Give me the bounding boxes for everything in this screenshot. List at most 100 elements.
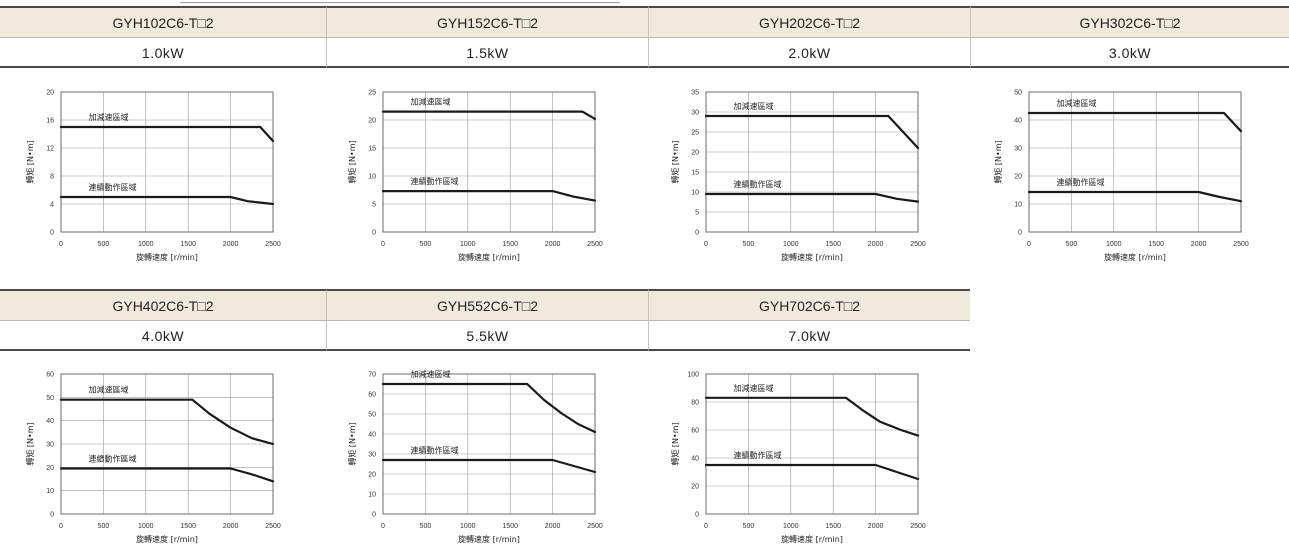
y-tick-label: 50: [368, 412, 376, 419]
x-tick-label: 2500: [587, 241, 603, 248]
y-tick-label: 0: [372, 230, 376, 237]
x-tick-label: 1000: [783, 523, 799, 530]
y-tick-label: 40: [368, 432, 376, 439]
x-tick-label: 2000: [868, 241, 884, 248]
x-tick-label: 1500: [502, 523, 518, 530]
x-tick-label: 500: [420, 241, 432, 248]
accel-region-curve: [1027, 111, 1243, 133]
power-cell: 5.5kW: [326, 320, 648, 351]
y-axis-label: 轉矩 [N•m]: [670, 140, 680, 183]
spec-table-row-2: GYH402C6-T□2 GYH552C6-T□2 GYH702C6-T□2 4…: [0, 289, 970, 351]
y-tick-label: 60: [368, 392, 376, 399]
y-tick-label: 4: [50, 202, 54, 209]
plot-frame: [705, 91, 919, 233]
torque-chart-6: 0 10 20 30 40 50 60 70 0 500 1000 1500 2000 2500 旋轉速度 …: [337, 364, 657, 559]
accel-region-curve: [381, 382, 597, 434]
plot-frame: [705, 373, 919, 515]
power-row: 4.0kW 5.5kW 7.0kW: [0, 320, 970, 351]
y-tick-label: 60: [691, 428, 699, 435]
continuous-region-label: 連續動作區域: [89, 182, 137, 192]
x-tick-label: 500: [1066, 241, 1078, 248]
y-tick-label: 0: [372, 512, 376, 519]
y-tick-label: 100: [687, 372, 699, 379]
torque-chart-svg: 0 10 20 30 40 50 60 0 500 1000 1500 2000 2500 旋轉速度 [r…: [25, 372, 281, 545]
continuous-region-label: 連續動作區域: [1057, 177, 1105, 187]
y-axis-label: 轉矩 [N•m]: [993, 140, 1003, 183]
y-tick-label: 30: [1014, 146, 1022, 153]
y-tick-label: 0: [1018, 230, 1022, 237]
x-tick-label: 0: [59, 523, 63, 530]
x-tick-label: 0: [1027, 241, 1031, 248]
plot-frame: [1028, 91, 1242, 233]
x-tick-label: 1000: [783, 241, 799, 248]
y-tick-label: 70: [368, 372, 376, 379]
continuous-region-label: 連續動作區域: [734, 179, 782, 189]
continuous-region-curve: [59, 467, 275, 483]
x-tick-label: 0: [704, 523, 708, 530]
y-tick-label: 15: [691, 170, 699, 177]
model-cell: GYH702C6-T□2: [648, 289, 970, 320]
y-tick-label: 0: [695, 512, 699, 519]
x-tick-label: 2000: [868, 523, 884, 530]
y-axis-label: 轉矩 [N•m]: [347, 140, 357, 183]
power-cell: 4.0kW: [0, 320, 326, 351]
x-tick-label: 2000: [223, 241, 239, 248]
power-cell: 7.0kW: [648, 320, 970, 351]
model-cell: GYH302C6-T□2: [970, 6, 1289, 37]
continuous-region-curve: [704, 463, 920, 481]
y-tick-label: 10: [46, 488, 54, 495]
accel-region-curve: [381, 110, 597, 120]
y-tick-label: 10: [1014, 202, 1022, 209]
x-axis-label: 旋轉速度 [r/min]: [458, 534, 520, 544]
x-tick-label: 500: [743, 241, 755, 248]
accel-region-curve: [704, 114, 920, 150]
torque-chart-7: 0 20 40 60 80 100 0 500 1000 1500 2000 2500 旋轉速度 [r/…: [660, 364, 980, 559]
x-tick-label: 1000: [460, 241, 476, 248]
x-tick-label: 2000: [545, 523, 561, 530]
y-tick-label: 5: [372, 202, 376, 209]
x-axis-label: 旋轉速度 [r/min]: [136, 534, 198, 544]
y-tick-label: 20: [691, 150, 699, 157]
torque-chart-svg: 0 4 8 12 16 20 0 500 1000 1500 2000 2500 旋轉速度 [r/min…: [25, 90, 281, 263]
torque-chart-1: 0 4 8 12 16 20 0 500 1000 1500 2000 2500 旋轉速度 [r/min…: [15, 82, 335, 277]
x-tick-label: 1500: [825, 241, 841, 248]
continuous-region-label: 連續動作區域: [411, 176, 459, 186]
accel-region-curve: [704, 396, 920, 437]
cropped-caption-edge: [0, 0, 1289, 6]
x-axis-label: 旋轉速度 [r/min]: [781, 252, 843, 262]
y-tick-label: 50: [1014, 90, 1022, 97]
y-tick-label: 5: [695, 210, 699, 217]
x-tick-label: 1500: [502, 241, 518, 248]
y-axis-label: 轉矩 [N•m]: [347, 422, 357, 465]
accel-region-label: 加減速區域: [411, 97, 451, 107]
model-cell: GYH202C6-T□2: [648, 6, 970, 37]
torque-chart-svg: 0 10 20 30 40 50 60 70 0 500 1000 1500 2000 2500 旋轉速度 …: [347, 369, 603, 544]
x-tick-label: 1500: [825, 523, 841, 530]
y-axis-label: 轉矩 [N•m]: [25, 422, 35, 465]
x-axis-label: 旋轉速度 [r/min]: [1104, 252, 1166, 262]
y-tick-label: 40: [46, 418, 54, 425]
y-tick-label: 20: [368, 472, 376, 479]
y-axis-label: 轉矩 [N•m]: [670, 422, 680, 465]
y-tick-label: 60: [46, 372, 54, 379]
x-tick-label: 2500: [910, 523, 926, 530]
x-tick-label: 2500: [1233, 241, 1249, 248]
x-tick-label: 1000: [138, 241, 154, 248]
torque-chart-5: 0 10 20 30 40 50 60 0 500 1000 1500 2000 2500 旋轉速度 [r…: [15, 364, 335, 559]
y-tick-label: 80: [691, 400, 699, 407]
x-tick-label: 0: [59, 241, 63, 248]
torque-chart-4: 0 10 20 30 40 50 0 500 1000 1500 2000 2500 旋轉速度 [r/m…: [983, 82, 1289, 277]
x-tick-label: 2000: [1191, 241, 1207, 248]
accel-region-label: 加減速區域: [89, 112, 129, 122]
x-tick-label: 2500: [587, 523, 603, 530]
accel-region-label: 加減速區域: [1057, 98, 1097, 108]
x-axis-label: 旋轉速度 [r/min]: [781, 534, 843, 544]
y-tick-label: 16: [46, 118, 54, 125]
accel-region-label: 加減速區域: [734, 101, 774, 111]
continuous-region-curve: [59, 195, 275, 206]
power-cell: 3.0kW: [970, 37, 1289, 68]
torque-chart-3: 0 5 10 15 20 25 30 35 0 500 1000 1500 2000 2500 旋轉速度 […: [660, 82, 980, 277]
y-tick-label: 10: [691, 190, 699, 197]
